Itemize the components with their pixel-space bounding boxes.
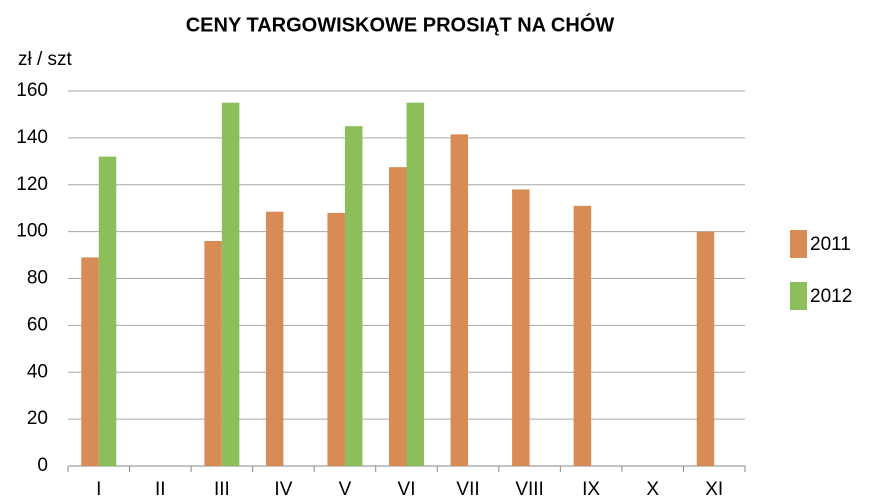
x-tick-label: IV (274, 479, 292, 500)
bar (98, 156, 117, 466)
x-tick-label: VIII (515, 479, 544, 500)
bar (265, 211, 284, 466)
y-tick-label: 120 (16, 174, 48, 195)
legend-swatch (790, 230, 807, 258)
bar (344, 126, 363, 466)
x-tick-label: IX (582, 479, 600, 500)
legend-label: 2012 (810, 286, 852, 307)
bar (81, 257, 99, 466)
bar (327, 212, 345, 466)
bar (204, 241, 222, 466)
y-tick-label: 40 (27, 361, 48, 382)
y-tick-label: 140 (16, 127, 48, 148)
y-tick-label: 80 (27, 268, 48, 289)
y-axis-label: zł / szt (18, 49, 73, 70)
legend-label: 2011 (810, 234, 851, 255)
x-tick-label: I (96, 479, 101, 500)
bar (389, 167, 407, 466)
x-tick-label: II (155, 479, 166, 500)
chart-title: CENY TARGOWISKOWE PROSIĄT NA CHÓW (186, 12, 615, 36)
bar (573, 205, 592, 466)
bar (450, 134, 469, 466)
y-tick-label: 100 (16, 221, 48, 242)
legend-swatch (790, 282, 807, 310)
x-tick-label: VI (398, 479, 416, 500)
y-tick-label: 160 (16, 80, 48, 101)
y-tick-label: 0 (37, 455, 48, 476)
x-tick-label: VII (456, 479, 479, 500)
x-tick-label: V (339, 479, 352, 500)
x-tick-label: III (214, 479, 230, 500)
bar (406, 102, 424, 466)
bar (512, 189, 530, 466)
y-tick-label: 20 (27, 408, 48, 429)
bar (696, 231, 715, 466)
bar (221, 102, 240, 466)
x-tick-label: X (646, 479, 659, 500)
x-tick-label: XI (705, 479, 723, 500)
y-tick-label: 60 (27, 314, 48, 335)
